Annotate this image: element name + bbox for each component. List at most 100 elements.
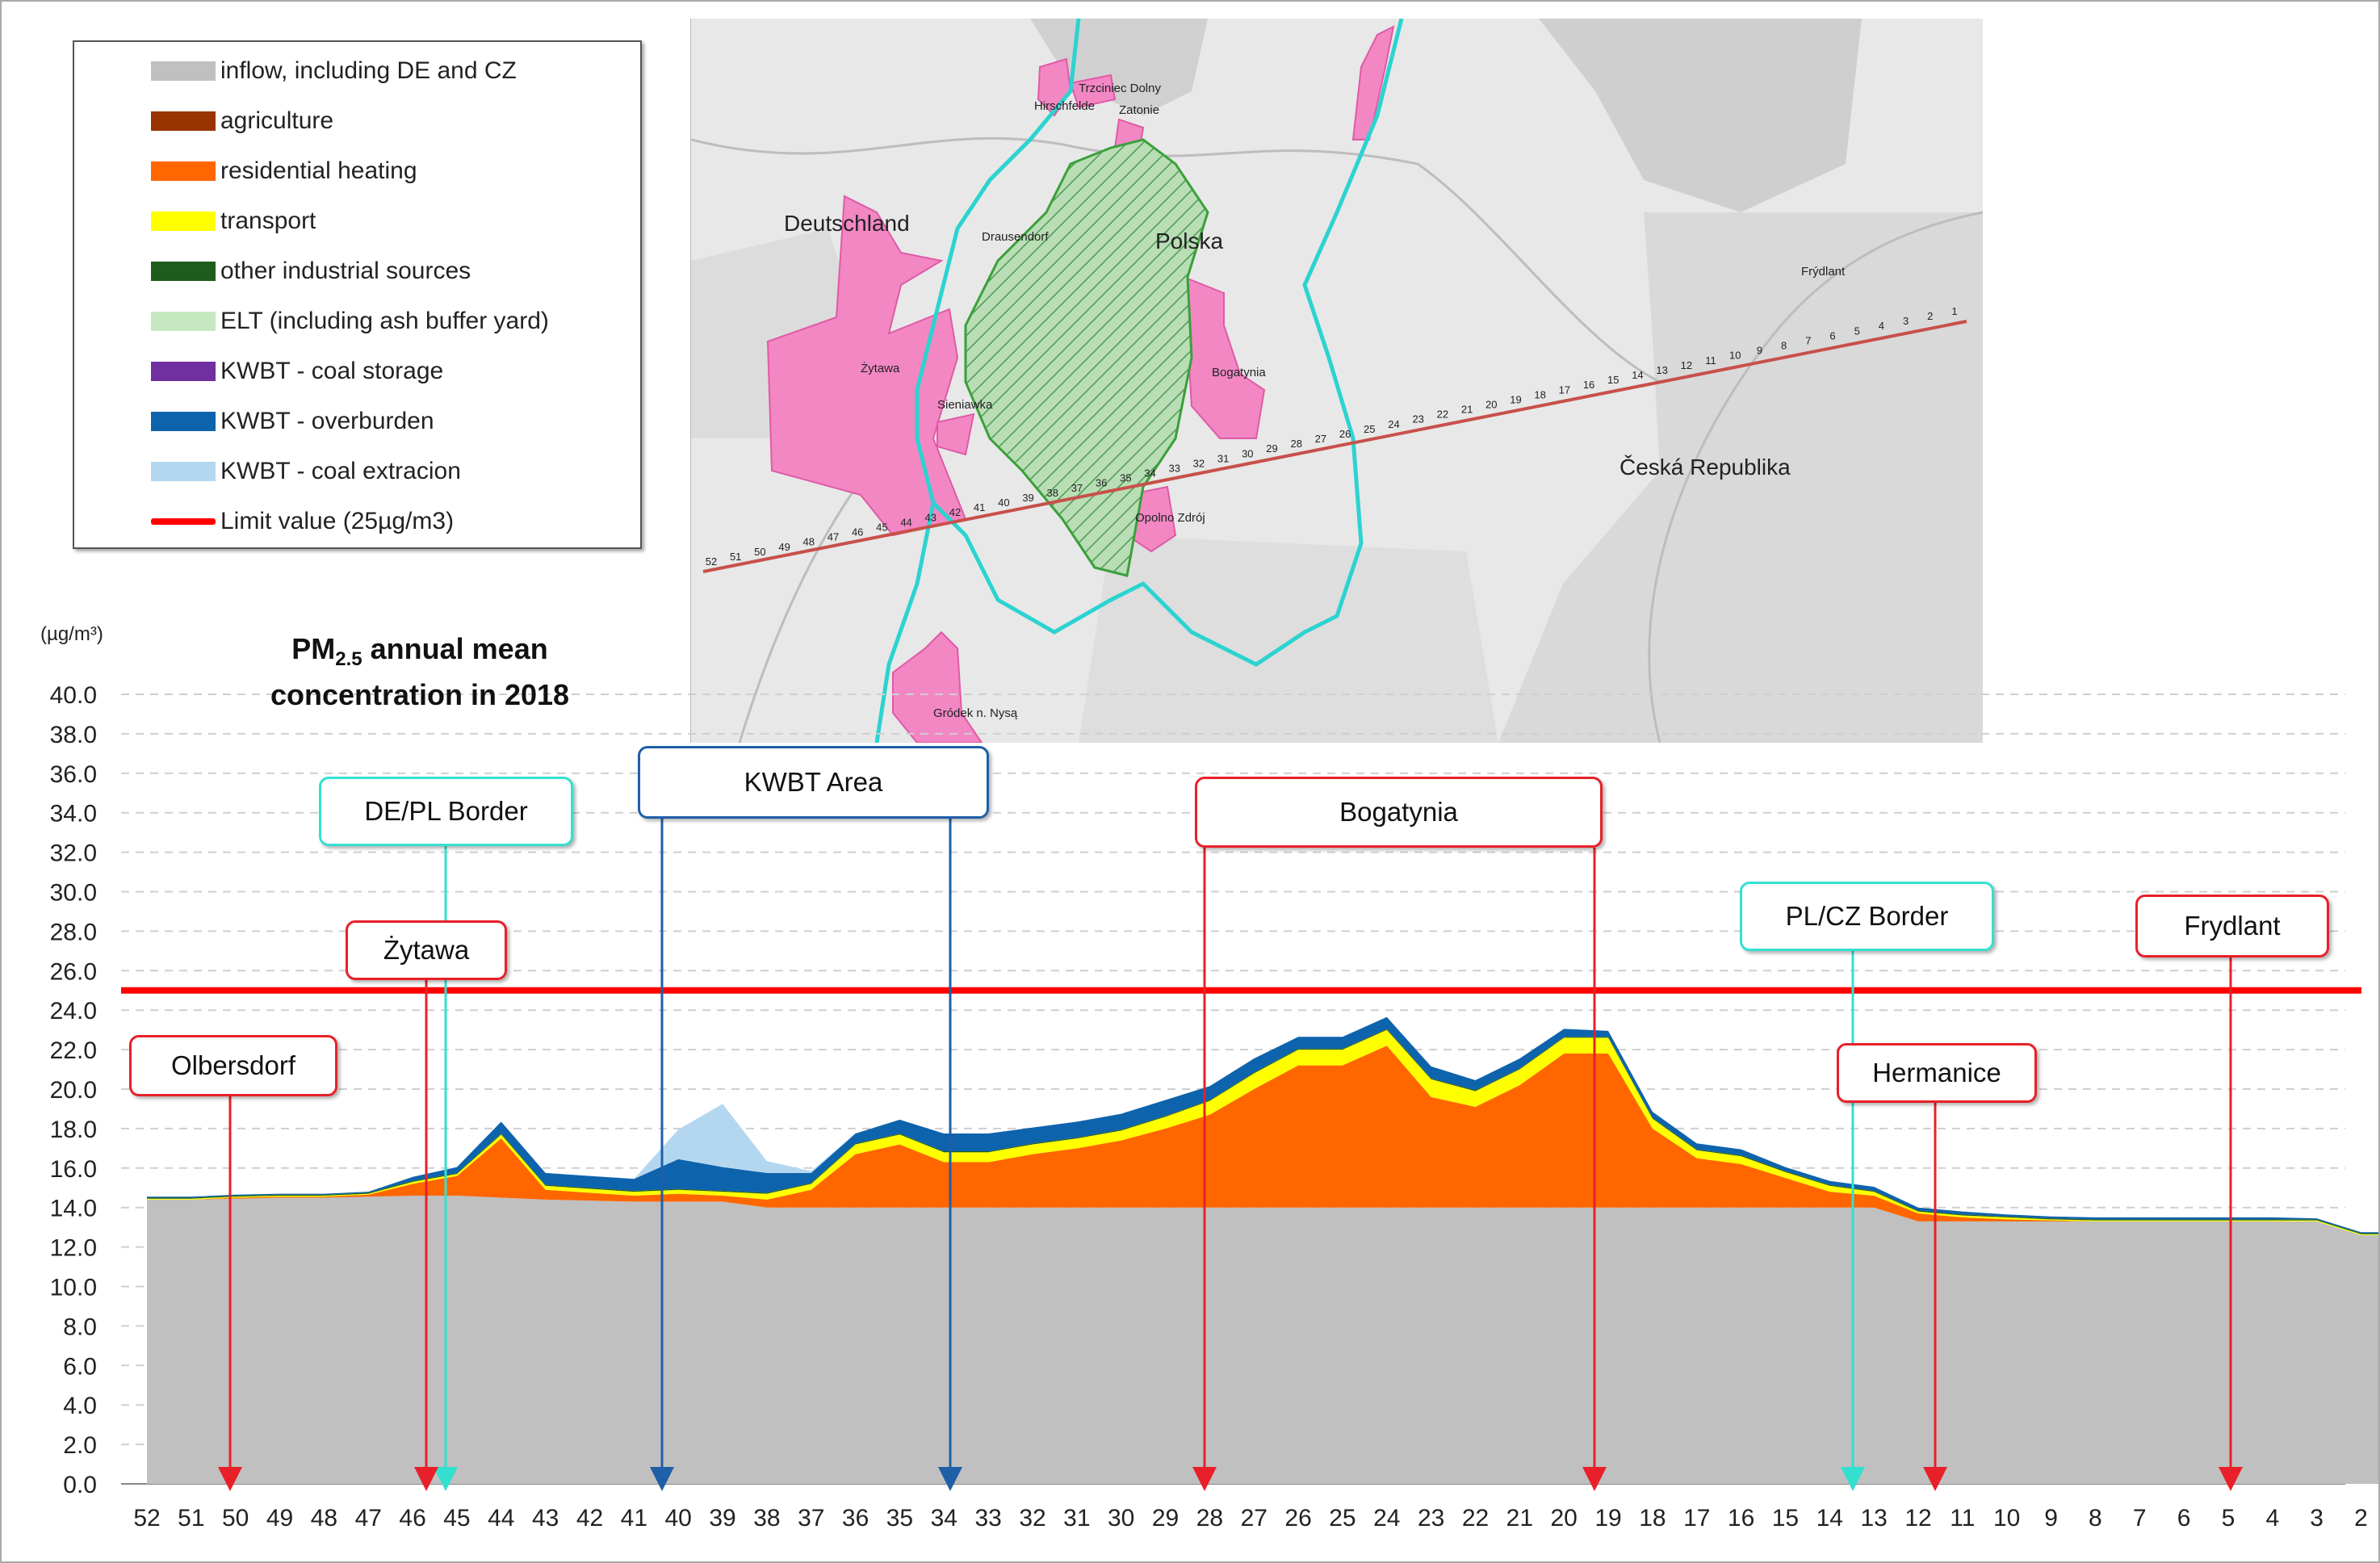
x-tick-label: 20 (1551, 1505, 1578, 1532)
y-tick-label: 40.0 (50, 682, 97, 709)
x-tick-label: 29 (1152, 1505, 1179, 1532)
map-label-grodek: Gródek n. Nysą (933, 706, 1018, 720)
map-transect-label: 13 (1656, 364, 1667, 376)
map-forest-patch (1539, 19, 1862, 212)
x-tick-label: 11 (1950, 1505, 1975, 1532)
map-label-bogatynia: Bogatynia (1212, 366, 1266, 379)
map-label-opolno: Opolno Zdrój (1135, 511, 1205, 525)
area-series (147, 1029, 2380, 1234)
map-forest-patch (1079, 535, 1498, 743)
area-series (147, 1029, 2380, 1235)
y-tick-label: 14.0 (50, 1196, 97, 1222)
x-tick-label: 10 (1993, 1505, 2020, 1532)
y-axis-unit: (µg/m³) (40, 623, 103, 645)
x-tick-label: 38 (753, 1505, 780, 1532)
map-transect-label: 39 (1022, 492, 1033, 504)
chart-title: PM2.5 annual mean concentration in 2018 (270, 632, 570, 712)
legend-item: KWBT - coal extracion (151, 454, 461, 489)
map-label-zatonie: Zatonie (1119, 103, 1160, 117)
map-transect-label: 9 (1757, 345, 1762, 357)
x-tick-label: 33 (974, 1505, 1001, 1532)
map-transect-label: 51 (730, 551, 741, 563)
map-transect-label: 49 (778, 541, 790, 553)
legend-item: KWBT - coal storage (151, 354, 443, 389)
x-tick-label: 32 (1019, 1505, 1045, 1532)
legend-label: other industrial sources (220, 258, 471, 284)
legend-item: other industrial sources (151, 254, 471, 289)
x-tick-label: 3 (2310, 1505, 2323, 1532)
legend-swatch (151, 518, 216, 525)
map-transect-label: 43 (925, 511, 936, 523)
x-tick-label: 8 (2089, 1505, 2102, 1532)
x-tick-label: 17 (1683, 1505, 1710, 1532)
map-label-hirschfelde: Hirschfelde (1034, 99, 1096, 113)
legend-item: ELT (including ash buffer yard) (151, 304, 549, 339)
map-transect-label: 6 (1829, 329, 1835, 342)
map-transect-label: 34 (1144, 467, 1155, 480)
legend-label: agriculture (220, 107, 334, 134)
legend-label: transport (220, 207, 316, 234)
legend-swatch (151, 212, 216, 231)
x-tick-label: 2 (2354, 1505, 2368, 1532)
area-series (147, 1196, 2380, 1484)
x-tick-label: 13 (1860, 1505, 1887, 1532)
legend-label: KWBT - overburden (220, 408, 434, 434)
map-svg: 52 51 50 49 48 47 46 45 44 43 42 41 40 39 38 37 36 35 34 33… (691, 19, 1983, 743)
callout-box: Żytawa (346, 920, 507, 980)
y-tick-label: 16.0 (50, 1156, 97, 1183)
x-tick-label: 9 (2044, 1505, 2058, 1532)
x-tick-label: 41 (621, 1505, 647, 1532)
x-tick-label: 26 (1284, 1505, 1311, 1532)
legend-swatch (151, 262, 216, 281)
map-transect-label: 20 (1485, 398, 1497, 410)
x-tick-label: 48 (311, 1505, 337, 1532)
legend: inflow, including DE and CZ agriculture re… (73, 40, 642, 549)
map-transect-label: 8 (1781, 340, 1787, 352)
map-transect-label: 12 (1681, 359, 1692, 371)
legend-label: ELT (including ash buffer yard) (220, 308, 549, 334)
legend-item: KWBT - overburden (151, 404, 434, 439)
y-tick-label: 12.0 (50, 1235, 97, 1262)
map-transect-label: 47 (828, 531, 839, 543)
x-tick-label: 28 (1196, 1505, 1223, 1532)
legend-swatch (151, 312, 216, 331)
map-transect-label: 19 (1510, 393, 1521, 405)
x-tick-label: 47 (355, 1505, 382, 1532)
legend-item: inflow, including DE and CZ (151, 53, 517, 89)
map-town-north (1351, 25, 1395, 140)
map-transect-label: 21 (1461, 404, 1473, 416)
y-tick-label: 2.0 (63, 1432, 97, 1459)
x-tick-label: 19 (1594, 1505, 1621, 1532)
map-road (1417, 162, 1661, 383)
x-tick-label: 49 (266, 1505, 293, 1532)
map-road (691, 136, 1418, 166)
map-transect-label: 33 (1168, 463, 1180, 475)
x-tick-label: 37 (798, 1505, 824, 1532)
map-transect-label: 3 (1903, 315, 1909, 327)
y-tick-label: 30.0 (50, 880, 97, 907)
map-transect-label: 30 (1242, 447, 1253, 459)
map-transect-label: 16 (1583, 379, 1594, 391)
map-transect-label: 50 (754, 546, 765, 558)
x-tick-label: 21 (1506, 1505, 1533, 1532)
map-label-polska: Polska (1155, 228, 1224, 254)
map-town-grodek (892, 631, 983, 743)
map-label-trzciniec: Trzciniec Dolny (1079, 82, 1161, 95)
callout-box: PL/CZ Border (1740, 882, 1994, 951)
legend-label: KWBT - coal storage (220, 358, 444, 384)
y-tick-label: 4.0 (63, 1393, 97, 1419)
map-label-sieniawka: Sieniawka (937, 398, 993, 412)
x-tick-label: 30 (1108, 1505, 1134, 1532)
map-transect-label: 25 (1364, 423, 1375, 435)
x-tick-label: 50 (222, 1505, 249, 1532)
callout-box: Bogatynia (1195, 777, 1603, 848)
x-tick-label: 6 (2177, 1505, 2191, 1532)
x-tick-label: 31 (1063, 1505, 1090, 1532)
legend-label: KWBT - coal extracion (220, 458, 461, 484)
x-tick-label: 40 (665, 1505, 692, 1532)
map-transect-label: 42 (949, 506, 961, 518)
y-tick-label: 38.0 (50, 722, 97, 748)
map-label-cz: Česká Republika (1619, 455, 1791, 480)
map-transect-label: 17 (1559, 383, 1570, 396)
y-tick-label: 32.0 (50, 840, 97, 867)
